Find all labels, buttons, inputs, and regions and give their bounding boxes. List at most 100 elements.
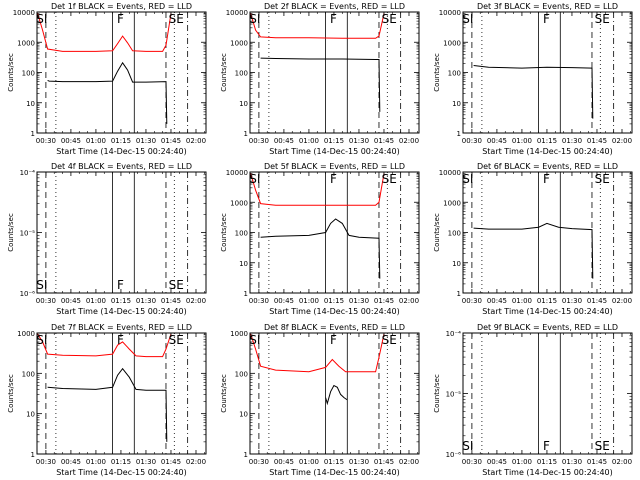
- plot-frame: [36, 171, 207, 294]
- x-tick-label: 00:30: [36, 297, 56, 305]
- x-tick-label: 00:30: [249, 458, 269, 466]
- x-tick-label: 00:45: [61, 458, 81, 466]
- y-tick-label: 10⁻⁵: [20, 230, 36, 238]
- plot-frame: [462, 171, 633, 294]
- y-axis-title: Counts/sec: [433, 53, 441, 92]
- x-tick-label: 01:30: [349, 137, 369, 145]
- x-tick-label: 01:00: [512, 137, 532, 145]
- phase-marker-f: F: [117, 12, 124, 26]
- detector-panel-4: Det 4f BLACK = Events, RED = LLD Counts/s…: [7, 162, 207, 316]
- y-tick-label: 10⁻⁶: [20, 290, 36, 298]
- y-tick-label: 10⁻⁵: [446, 391, 462, 399]
- x-tick-label: 02:00: [399, 297, 419, 305]
- x-tick-label: 00:45: [61, 297, 81, 305]
- x-axis-title: Start Time (14-Dec-15 00:24:40): [482, 468, 613, 477]
- panel-title: Det 8f BLACK = Events, RED = LLD: [264, 323, 405, 332]
- phase-marker-f: F: [543, 439, 550, 453]
- y-tick-label: 100: [22, 70, 35, 78]
- y-tick-label: 1000: [17, 39, 35, 47]
- x-tick-label: 00:30: [249, 297, 269, 305]
- x-tick-label: 01:00: [299, 297, 319, 305]
- x-tick-label: 01:45: [161, 137, 181, 145]
- series-line-events: [260, 57, 381, 112]
- series-line-lld: [250, 173, 385, 206]
- x-tick-label: 01:45: [374, 297, 394, 305]
- y-axis-title: Counts/sec: [7, 53, 15, 92]
- phase-marker-si: SI: [249, 12, 260, 26]
- y-tick-label: 1000: [17, 330, 35, 338]
- x-tick-label: 01:00: [299, 458, 319, 466]
- x-tick-label: 00:45: [274, 137, 294, 145]
- phase-marker-f: F: [330, 12, 337, 26]
- phase-marker-si: SI: [36, 278, 47, 292]
- phase-marker-se: SE: [169, 12, 184, 26]
- phase-marker-si: SI: [36, 333, 47, 347]
- x-tick-label: 00:30: [462, 297, 482, 305]
- plot-frame: [462, 11, 633, 134]
- panel-title: Det 6f BLACK = Events, RED = LLD: [477, 162, 618, 171]
- phase-marker-si: SI: [36, 12, 47, 26]
- x-tick-label: 01:00: [86, 137, 106, 145]
- y-tick-label: 100: [235, 230, 248, 238]
- x-tick-label: 01:15: [537, 458, 557, 466]
- y-tick-label: 10: [26, 411, 35, 419]
- x-tick-label: 00:45: [487, 297, 507, 305]
- x-tick-label: 01:00: [86, 297, 106, 305]
- x-tick-label: 02:00: [399, 458, 419, 466]
- detector-panel-1: Det 1f BLACK = Events, RED = LLD Counts/s…: [7, 2, 207, 156]
- series-line-events: [325, 384, 348, 406]
- y-tick-label: 1000: [230, 199, 248, 207]
- panel-title: Det 5f BLACK = Events, RED = LLD: [264, 162, 405, 171]
- panel-title: Det 1f BLACK = Events, RED = LLD: [51, 2, 192, 11]
- x-tick-label: 00:45: [487, 137, 507, 145]
- x-tick-label: 01:15: [324, 458, 344, 466]
- phase-marker-se: SE: [382, 12, 397, 26]
- x-tick-label: 01:15: [537, 297, 557, 305]
- x-tick-label: 01:30: [562, 297, 582, 305]
- x-tick-label: 01:45: [161, 297, 181, 305]
- detector-panel-3: Det 3f BLACK = Events, RED = LLD Counts/s…: [433, 2, 633, 156]
- detector-panel-2: Det 2f BLACK = Events, RED = LLD Counts/s…: [220, 2, 420, 156]
- x-tick-label: 01:15: [111, 297, 131, 305]
- plot-frame: [36, 332, 207, 455]
- detector-panel-5: Det 5f BLACK = Events, RED = LLD Counts/s…: [220, 162, 420, 316]
- x-tick-label: 01:00: [299, 137, 319, 145]
- x-tick-label: 00:30: [462, 458, 482, 466]
- panel-title: Det 7f BLACK = Events, RED = LLD: [51, 323, 192, 332]
- y-tick-label: 10000: [226, 9, 248, 17]
- y-tick-label: 10000: [439, 169, 461, 177]
- x-tick-label: 01:45: [161, 458, 181, 466]
- phase-marker-si: SI: [462, 439, 473, 453]
- panel-title: Det 2f BLACK = Events, RED = LLD: [264, 2, 405, 11]
- x-tick-label: 01:00: [512, 458, 532, 466]
- x-axis-title: Start Time (14-Dec-15 00:24:40): [56, 147, 187, 156]
- series-line-events: [260, 218, 381, 279]
- phase-marker-f: F: [117, 278, 124, 292]
- y-tick-label: 1: [244, 130, 248, 138]
- panel-title: Det 9f BLACK = Events, RED = LLD: [477, 323, 618, 332]
- series-line-events: [473, 65, 594, 119]
- y-tick-label: 10: [26, 100, 35, 108]
- x-tick-label: 02:00: [399, 137, 419, 145]
- x-tick-label: 01:45: [587, 137, 607, 145]
- panel-title: Det 4f BLACK = Events, RED = LLD: [51, 162, 192, 171]
- x-tick-label: 02:00: [186, 297, 206, 305]
- phase-marker-se: SE: [169, 333, 184, 347]
- series-line-events: [47, 61, 168, 124]
- phase-marker-si: SI: [249, 172, 260, 186]
- y-tick-label: 10: [239, 411, 248, 419]
- plot-frame: [249, 171, 420, 294]
- phase-marker-si: SI: [462, 172, 473, 186]
- phase-marker-f: F: [330, 333, 337, 347]
- x-tick-label: 01:30: [136, 297, 156, 305]
- x-tick-label: 00:30: [36, 458, 56, 466]
- phase-marker-se: SE: [595, 12, 610, 26]
- y-tick-label: 10⁻⁴: [446, 330, 462, 338]
- y-tick-label: 100: [235, 70, 248, 78]
- x-tick-label: 02:00: [612, 297, 632, 305]
- x-axis-title: Start Time (14-Dec-15 00:24:40): [482, 307, 613, 316]
- x-tick-label: 02:00: [612, 458, 632, 466]
- y-tick-label: 10⁻⁶: [446, 451, 462, 459]
- series-line-lld: [37, 13, 172, 52]
- phase-marker-se: SE: [382, 333, 397, 347]
